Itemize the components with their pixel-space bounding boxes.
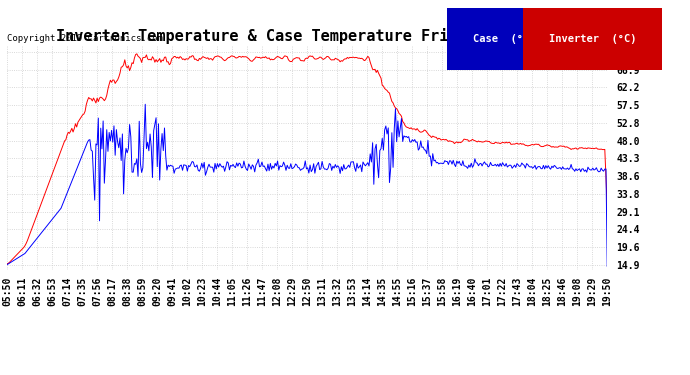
Text: Inverter  (°C): Inverter (°C) xyxy=(549,34,636,44)
Text: Case  (°C): Case (°C) xyxy=(473,34,535,44)
Title: Inverter Temperature & Case Temperature Fri May 3 19:59: Inverter Temperature & Case Temperature … xyxy=(56,28,558,44)
Text: Copyright 2019 Cartronics.com: Copyright 2019 Cartronics.com xyxy=(7,34,163,43)
